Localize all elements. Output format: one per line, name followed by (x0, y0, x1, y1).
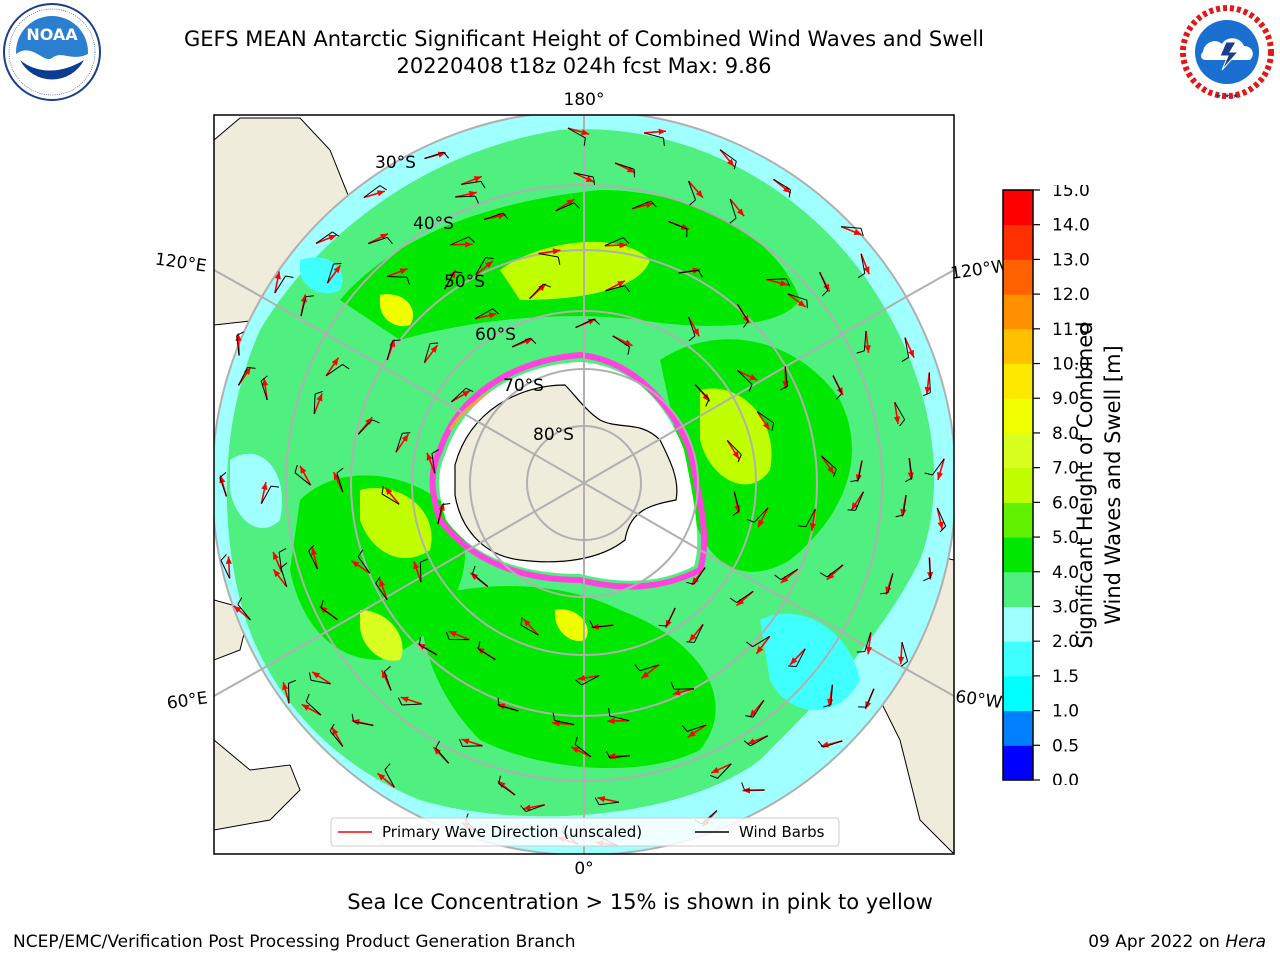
colorbar-band (1003, 467, 1033, 503)
colorbar-tick-label: 2.0 (1052, 632, 1079, 652)
chart-subtitle: 20220408 t18z 024h fcst Max: 9.86 (396, 54, 772, 78)
lat-label-50S: 50°S (444, 272, 485, 292)
lon-label-60W: 60°W (954, 687, 1003, 713)
colorbar-tick-label: 1.5 (1052, 667, 1079, 687)
sea-ice-note: Sea Ice Concentration > 15% is shown in … (347, 890, 933, 914)
svg-text:★ ★ ★: ★ ★ ★ (1215, 92, 1238, 100)
wave-field-low-1 (230, 453, 282, 529)
colorbar-tick-label: 13.0 (1052, 250, 1090, 270)
lat-label-30S: 30°S (375, 153, 416, 173)
colorbar: 15.0 14.0 13.0 12.0 11.0 10.0 9.0 8.0 7.0 6.0 5.0 4… (1002, 185, 1090, 785)
colorbar-tick-label: 4.0 (1052, 563, 1079, 583)
colorbar-tick-label: 10.0 (1052, 355, 1090, 375)
colorbar-band (1003, 190, 1033, 226)
colorbar-tick-label: 1.0 (1052, 702, 1079, 722)
colorbar-band (1003, 363, 1033, 399)
wind-barbs (219, 127, 947, 847)
lat-label-80S: 80°S (533, 425, 574, 445)
lat-label-70S: 70°S (503, 376, 544, 396)
wave-field-high-1 (500, 241, 650, 300)
wave-field-4to5-south (420, 586, 716, 769)
colorbar-band (1003, 675, 1033, 712)
colorbar-tick-label: 8.0 (1052, 424, 1079, 444)
colorbar-band (1003, 259, 1033, 295)
land-africa (214, 739, 301, 831)
lat-label-60S: 60°S (475, 325, 516, 345)
colorbar-tick-label: 9.0 (1052, 389, 1079, 409)
colorbar-band (1003, 571, 1033, 607)
colorbar-tick-label: 11.0 (1052, 320, 1090, 340)
graticule (214, 115, 954, 854)
colorbar-tick-label: 6.0 (1052, 493, 1079, 513)
footer-credit: NCEP/EMC/Verification Post Processing Pr… (13, 932, 576, 952)
colorbar-band (1003, 398, 1033, 434)
colorbar-band (1003, 745, 1033, 781)
colorbar-band (1003, 294, 1033, 330)
lon-label-60E: 60°E (166, 688, 209, 713)
nws-logo: ★ ★ ★ (1179, 4, 1275, 100)
colorbar-band (1003, 710, 1033, 746)
colorbar-band (1003, 537, 1033, 573)
wave-field-low-3 (300, 257, 343, 294)
lon-label-180: 180° (564, 90, 605, 110)
legend-wave-label: Primary Wave Direction (unscaled) (382, 823, 642, 841)
wave-field-high-5 (379, 294, 414, 327)
svg-text:NOAA: NOAA (26, 25, 78, 44)
colorbar-tick-label: 15.0 (1052, 185, 1090, 201)
lat-label-40S: 40°S (413, 214, 454, 234)
colorbar-band (1003, 224, 1033, 260)
lon-label-120E: 120°E (154, 250, 208, 277)
colorbar-tick-label: 12.0 (1052, 285, 1090, 305)
sea-ice-edge (429, 351, 708, 590)
colorbar-band (1003, 502, 1033, 538)
colorbar-band (1003, 606, 1033, 642)
colorbar-tick-label: 0.0 (1052, 771, 1079, 785)
colorbar-tick-label: 7.0 (1052, 459, 1079, 479)
colorbar-tick-label: 0.5 (1052, 736, 1079, 756)
map-legend: Primary Wave Direction (unscaled) Wind B… (330, 817, 840, 847)
lon-label-0: 0° (574, 859, 593, 879)
footer-date: 09 Apr 2022 on Hera (1088, 932, 1266, 952)
colorbar-band (1003, 432, 1033, 469)
wave-field-high-4 (360, 610, 403, 661)
colorbar-tick-label: 14.0 (1052, 216, 1090, 236)
wave-field-low-2 (760, 613, 860, 710)
colorbar-band (1003, 328, 1033, 365)
noaa-logo: NOAA (3, 3, 101, 101)
colorbar-band (1003, 641, 1033, 677)
wave-field-high-6 (555, 609, 588, 641)
legend-barb-label: Wind Barbs (739, 823, 825, 841)
chart-title: GEFS MEAN Antarctic Significant Height o… (183, 27, 985, 51)
colorbar-tick-label: 5.0 (1052, 528, 1079, 548)
map-frame (213, 114, 955, 855)
colorbar-tick-label: 3.0 (1052, 597, 1079, 617)
